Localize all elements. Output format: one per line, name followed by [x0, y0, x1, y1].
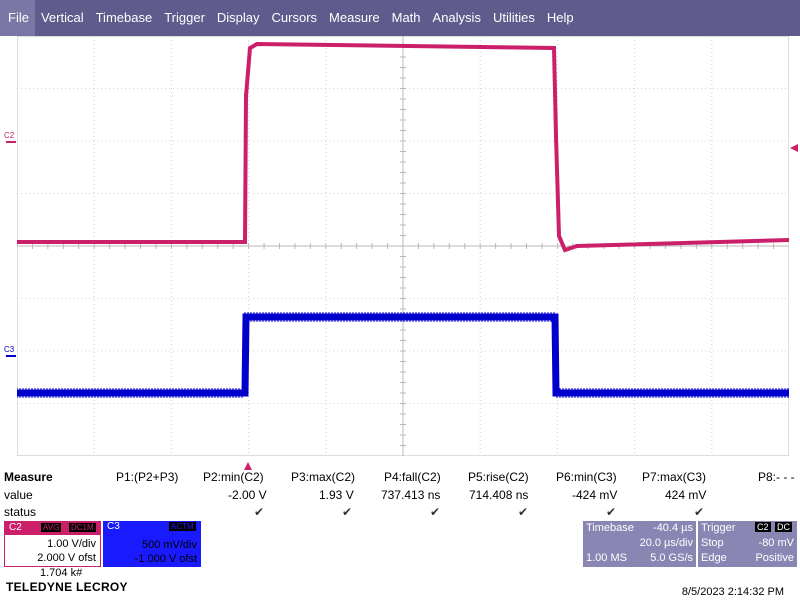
trigger-level-marker[interactable] — [790, 144, 798, 152]
timebase-memory: 1.00 MS — [586, 552, 627, 564]
c2-coupling-badge: DC1M — [69, 523, 96, 532]
measure-status-label: status — [4, 505, 37, 519]
c3-ground-marker — [6, 355, 16, 357]
trigger-coupling-badge: DC — [775, 522, 792, 532]
measure-header-p4[interactable]: P4:fall(C2) — [384, 470, 441, 484]
status-check-p6: ✔ — [606, 505, 617, 519]
menu-bar: File Vertical Timebase Trigger Display C… — [0, 0, 800, 36]
c2-ground-label[interactable]: C2 — [4, 131, 15, 140]
measure-header-label: Measure — [4, 470, 53, 484]
teledyne-lecroy-logo: TELEDYNE LECROY — [6, 580, 128, 594]
c2-channel-descriptor[interactable]: C2 AVG DC1M 1.00 V/div 2.000 V ofst — [4, 521, 101, 567]
menu-file[interactable]: File — [0, 0, 35, 36]
c2-sweep-count: 1.704 k# — [40, 567, 83, 579]
measure-header-p2[interactable]: P2:min(C2) — [203, 470, 264, 484]
measure-value-p5: 714.408 ns — [469, 488, 529, 502]
menu-help[interactable]: Help — [546, 10, 574, 25]
measure-value-p3: 1.93 V — [319, 488, 354, 502]
measure-value-p7: 424 mV — [665, 488, 707, 502]
timebase-descriptor[interactable]: Timebase -40.4 µs 20.0 µs/div 1.00 MS 5.… — [583, 521, 696, 567]
grid-lines — [17, 36, 789, 456]
c2-waveform — [17, 41, 789, 253]
c3-ground-label[interactable]: C3 — [4, 345, 15, 354]
measure-header-p7[interactable]: P7:max(C3) — [642, 470, 707, 484]
trigger-descriptor[interactable]: Trigger C2 DC Stop -80 mV Edge Positive — [698, 521, 797, 567]
trigger-label: Trigger — [701, 522, 736, 534]
c2-vdiv: 1.00 V/div — [47, 538, 96, 550]
trigger-mode: Stop — [701, 537, 724, 549]
menu-utilities[interactable]: Utilities — [492, 10, 535, 25]
measure-header-p5[interactable]: P5:rise(C2) — [468, 470, 529, 484]
trigger-position-marker[interactable] — [244, 462, 252, 470]
menu-analysis[interactable]: Analysis — [432, 10, 481, 25]
timebase-delay: -40.4 µs — [653, 522, 693, 534]
timebase-samplerate: 5.0 GS/s — [650, 552, 693, 564]
timebase-tdiv: 20.0 µs/div — [639, 537, 693, 549]
menu-math[interactable]: Math — [391, 10, 421, 25]
menu-timebase[interactable]: Timebase — [95, 10, 153, 25]
c3-offset: -1.000 V ofst — [134, 553, 197, 565]
c2-trace-line — [17, 41, 789, 253]
status-check-p4: ✔ — [430, 505, 441, 519]
status-check-p5: ✔ — [518, 505, 529, 519]
measure-header-p8[interactable]: P8:- - - — [758, 470, 795, 484]
c3-descriptor-name: C3 — [107, 521, 120, 532]
measure-header-p6[interactable]: P6:min(C3) — [556, 470, 617, 484]
measure-value-p6: -424 mV — [572, 488, 618, 502]
c2-avg-badge: AVG — [41, 523, 62, 532]
trigger-slope: Positive — [755, 552, 794, 564]
c2-descriptor-name: C2 — [9, 522, 22, 533]
menu-measure[interactable]: Measure — [329, 10, 380, 25]
menu-display[interactable]: Display — [216, 10, 260, 25]
trigger-level: -80 mV — [758, 537, 794, 549]
c3-trace-noise — [17, 312, 789, 398]
date-time: 8/5/2023 2:14:32 PM — [681, 586, 784, 598]
timebase-label: Timebase — [586, 522, 634, 534]
status-check-p3: ✔ — [342, 505, 353, 519]
c3-vdiv: 500 mV/div — [141, 539, 197, 551]
measure-header-p3[interactable]: P3:max(C2) — [291, 470, 356, 484]
menu-trigger[interactable]: Trigger — [164, 10, 205, 25]
status-check-p7: ✔ — [694, 505, 705, 519]
trigger-source-badge: C2 — [755, 522, 771, 532]
menu-vertical[interactable]: Vertical — [40, 10, 84, 25]
measure-value-p2: -2.00 V — [228, 488, 267, 502]
c2-ground-marker — [6, 141, 16, 143]
c3-coupling-badge: ACTM — [169, 522, 196, 531]
c3-waveform — [17, 312, 789, 398]
c3-channel-descriptor[interactable]: C3 ACTM 500 mV/div -1.000 V ofst — [103, 521, 201, 567]
trigger-type: Edge — [701, 552, 727, 564]
measure-value-p4: 737.413 ns — [381, 488, 441, 502]
waveform-grid[interactable] — [17, 36, 789, 456]
status-check-p2: ✔ — [254, 505, 265, 519]
menu-cursors[interactable]: Cursors — [271, 10, 318, 25]
c2-offset: 2.000 V ofst — [37, 552, 96, 564]
measure-header-p1[interactable]: P1:(P2+P3) — [116, 470, 179, 484]
measure-value-label: value — [4, 488, 33, 502]
